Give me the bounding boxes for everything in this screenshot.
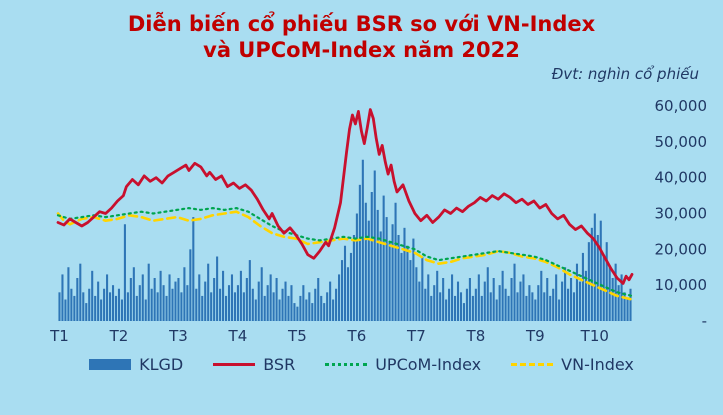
svg-text:-: - <box>702 312 707 330</box>
legend-item-bsr: BSR <box>213 355 295 374</box>
legend-item-upcom: UPCoM-Index <box>325 355 481 374</box>
svg-text:20,000: 20,000 <box>655 241 708 259</box>
bsr-line-swatch-icon <box>213 363 256 367</box>
bsr-line <box>56 108 634 286</box>
chart-title-line1: Diễn biến cổ phiếu BSR so với VN-Index <box>127 12 596 36</box>
legend-label-upcom: UPCoM-Index <box>375 355 482 375</box>
legend-label-bsr: BSR <box>263 355 296 375</box>
volume-bars <box>58 159 632 322</box>
vn-index-line <box>56 210 634 302</box>
svg-text:T7: T7 <box>406 327 426 345</box>
legend-item-vnindex: VN-Index <box>511 355 634 374</box>
chart-legend: KLGD BSR UPCoM-Index VN-Index <box>0 355 723 374</box>
svg-text:30,000: 30,000 <box>655 205 708 223</box>
svg-text:T10: T10 <box>580 327 609 345</box>
vnindex-line-swatch-icon <box>511 363 554 367</box>
svg-text:T5: T5 <box>287 327 307 345</box>
unit-note: Đvt: nghìn cổ phiếu <box>551 65 699 84</box>
svg-text:T3: T3 <box>168 327 188 345</box>
svg-text:T2: T2 <box>109 327 129 345</box>
x-axis-labels: T1 T2 T3 T4 T5 T6 T7 T8 T9 T10 <box>49 327 609 345</box>
y-axis-labels: 60,000 50,000 40,000 30,000 20,000 10,000 - <box>655 97 708 330</box>
svg-text:10,000: 10,000 <box>655 276 708 294</box>
svg-text:T6: T6 <box>347 327 367 345</box>
svg-text:40,000: 40,000 <box>655 169 708 187</box>
svg-text:T4: T4 <box>228 327 248 345</box>
svg-text:T9: T9 <box>525 327 545 345</box>
upcom-index-line <box>56 207 634 298</box>
chart-title-line2: và UPCoM-Index năm 2022 <box>203 37 520 62</box>
upcom-line-swatch-icon <box>325 363 368 367</box>
svg-text:T8: T8 <box>466 327 486 345</box>
legend-label-vnindex: VN-Index <box>561 355 634 375</box>
legend-label-klgd: KLGD <box>139 355 184 375</box>
svg-text:T1: T1 <box>49 327 69 345</box>
svg-text:50,000: 50,000 <box>655 133 708 151</box>
klgd-bar-swatch-icon <box>89 359 132 371</box>
svg-text:60,000: 60,000 <box>655 97 708 115</box>
chart-title: Diễn biến cổ phiếu BSR so với VN-Index v… <box>0 0 723 63</box>
legend-item-klgd: KLGD <box>89 355 183 374</box>
